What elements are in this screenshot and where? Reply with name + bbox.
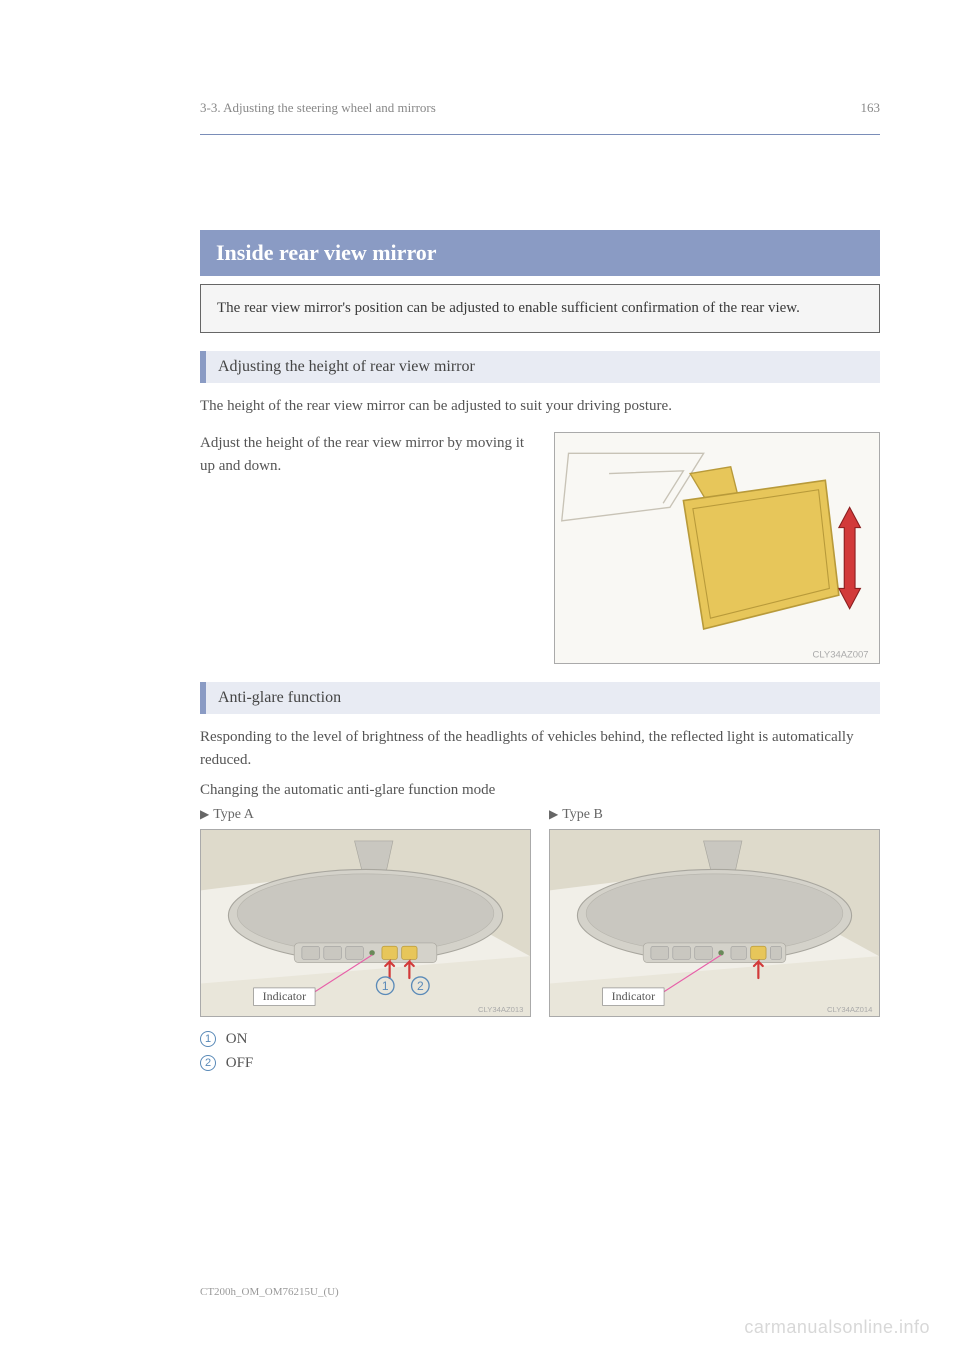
callout-2-text: OFF <box>226 1055 254 1071</box>
page-title: Inside rear view mirror <box>200 230 880 276</box>
manual-page: 3-3. Adjusting the steering wheel and mi… <box>0 0 960 1115</box>
adjust-height-instruction: Adjust the height of the rear view mirro… <box>200 432 536 479</box>
adjust-height-intro: The height of the rear view mirror can b… <box>200 395 880 418</box>
figure-ref-a: CLY34AZ013 <box>478 1005 523 1014</box>
section-heading-adjust-height: Adjusting the height of rear view mirror <box>200 351 880 383</box>
figure-ref-b: CLY34AZ014 <box>827 1005 873 1014</box>
svg-text:2: 2 <box>417 979 424 993</box>
callout-list: 1 ON 2 OFF <box>200 1027 880 1075</box>
mirror-height-illustration: CLY34AZ007 <box>554 432 880 664</box>
variant-b-illustration: Indicator CLY34AZ014 <box>549 829 880 1017</box>
header-rule <box>200 134 880 135</box>
variant-a-illustration: 1 2 Indicator CLY34AZ013 <box>200 829 531 1017</box>
indicator-label-b: Indicator <box>612 989 655 1003</box>
callout-number-1: 1 <box>200 1031 216 1047</box>
variant-b-column: ▶Type B <box>549 807 880 1017</box>
triangle-icon: ▶ <box>200 807 209 821</box>
anti-glare-description: Responding to the level of brightness of… <box>200 726 880 773</box>
intro-box: The rear view mirror's position can be a… <box>200 284 880 333</box>
footer-doc-id: CT200h_OM_OM76215U_(U) <box>200 1286 880 1298</box>
variant-a-label: ▶Type A <box>200 807 531 823</box>
section-number: 3-3. <box>200 100 221 115</box>
callout-2: 2 OFF <box>200 1051 880 1075</box>
section-title: Adjusting the steering wheel and mirrors <box>223 100 436 115</box>
adjust-height-row: Adjust the height of the rear view mirro… <box>200 432 880 664</box>
indicator-label-a: Indicator <box>263 989 306 1003</box>
svg-text:1: 1 <box>382 979 389 993</box>
triangle-icon: ▶ <box>549 807 558 821</box>
figure-mirror-up-down: CLY34AZ007 <box>554 432 880 664</box>
variant-b-label: ▶Type B <box>549 807 880 823</box>
figure-ref-code: CLY34AZ007 <box>812 649 868 660</box>
anti-glare-variants-row: ▶Type A <box>200 807 880 1017</box>
callout-number-2: 2 <box>200 1055 216 1071</box>
page-number: 163 <box>861 100 881 116</box>
running-header: 3-3. Adjusting the steering wheel and mi… <box>200 100 880 135</box>
callout-1-text: ON <box>226 1031 248 1047</box>
variant-a-column: ▶Type A <box>200 807 531 1017</box>
callout-1: 1 ON <box>200 1027 880 1051</box>
section-heading-anti-glare: Anti-glare function <box>200 682 880 714</box>
anti-glare-subhead: Changing the automatic anti-glare functi… <box>200 782 880 799</box>
watermark: carmanualsonline.info <box>744 1317 930 1338</box>
